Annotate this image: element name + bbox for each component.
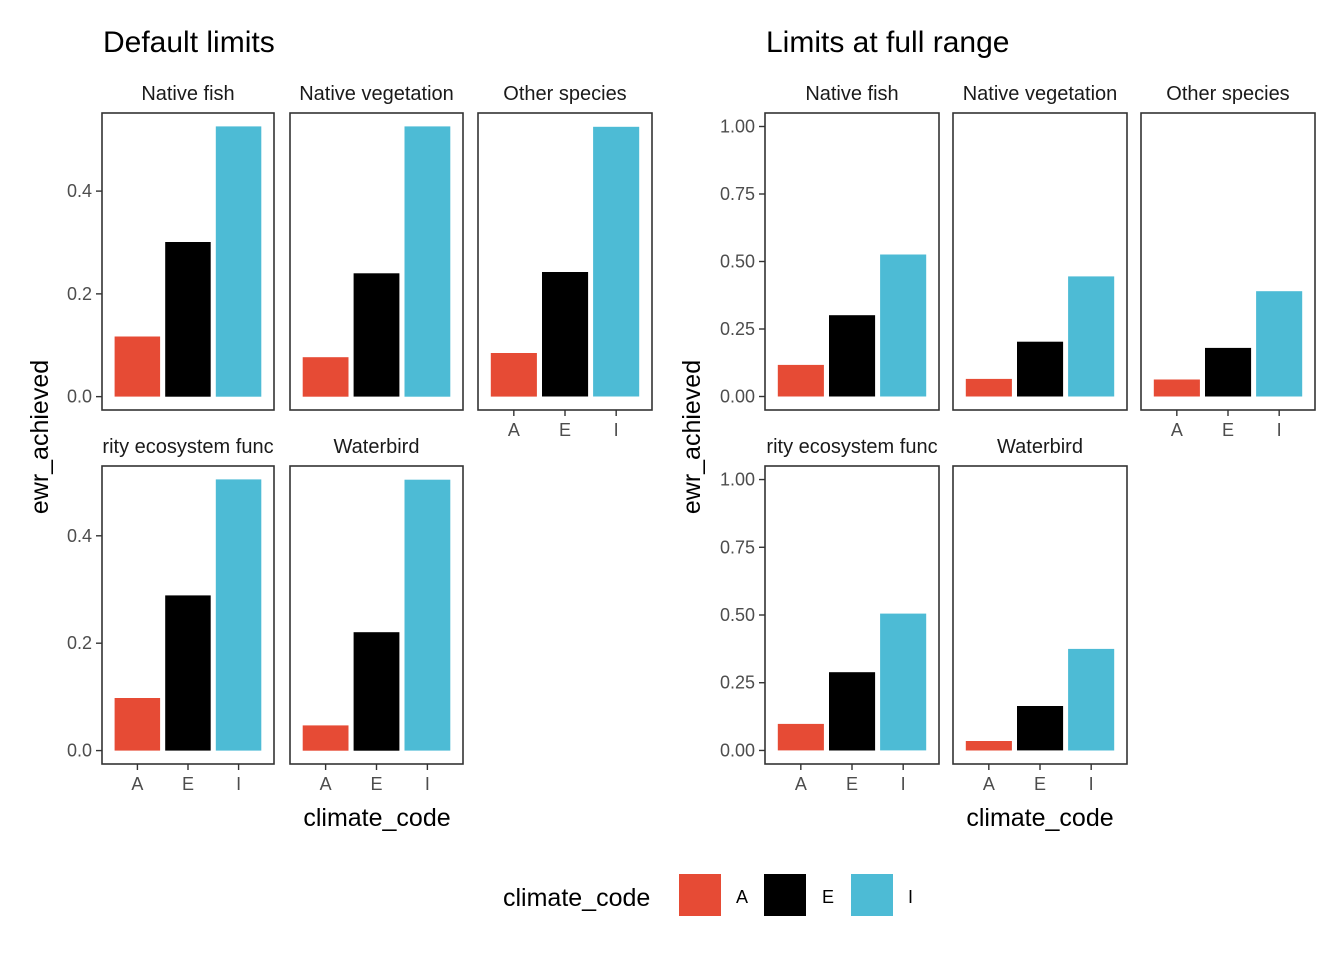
facet-panel-border bbox=[764, 112, 940, 411]
bar-i bbox=[404, 126, 451, 397]
facet-panel-border bbox=[1140, 112, 1316, 411]
y-tick-label: 0.2 bbox=[67, 284, 92, 304]
bar-e bbox=[829, 672, 876, 751]
bar-i bbox=[215, 126, 262, 397]
bar-i bbox=[593, 126, 640, 397]
facet-strip-label: Native fish bbox=[805, 83, 898, 105]
bar-i bbox=[1068, 276, 1115, 397]
legend-key-a bbox=[679, 874, 721, 916]
x-tick-label: A bbox=[131, 774, 143, 794]
chart-title: Default limits bbox=[103, 26, 275, 59]
x-tick-label: A bbox=[795, 774, 807, 794]
y-tick-label: 0.50 bbox=[720, 605, 755, 625]
x-tick-label: E bbox=[370, 774, 382, 794]
x-tick-label: A bbox=[983, 774, 995, 794]
bar-a bbox=[1153, 379, 1200, 397]
bar-i bbox=[215, 479, 262, 751]
x-tick-label: E bbox=[846, 774, 858, 794]
facet-panel-border bbox=[289, 112, 464, 411]
bar-a bbox=[965, 378, 1012, 397]
x-tick-label: A bbox=[320, 774, 332, 794]
facet-strip-label: rity ecosystem func bbox=[766, 436, 937, 458]
bar-e bbox=[1017, 341, 1064, 397]
facet-strip-label: Native vegetation bbox=[299, 83, 454, 105]
legend-label: A bbox=[736, 887, 748, 907]
facet-strip-label: Other species bbox=[1166, 83, 1289, 105]
facet-panel-border bbox=[477, 112, 653, 411]
legend-label: I bbox=[908, 887, 913, 907]
y-tick-label: 0.00 bbox=[720, 387, 755, 407]
bar-a bbox=[777, 723, 824, 751]
bar-e bbox=[542, 272, 589, 397]
x-tick-label: E bbox=[1222, 420, 1234, 440]
facet-panel-border bbox=[952, 112, 1128, 411]
x-tick-label: I bbox=[901, 774, 906, 794]
y-tick-label: 0.50 bbox=[720, 252, 755, 272]
x-tick-label: I bbox=[1089, 774, 1094, 794]
x-tick-label: A bbox=[1171, 420, 1183, 440]
y-tick-label: 0.25 bbox=[720, 673, 755, 693]
x-tick-label: I bbox=[614, 420, 619, 440]
facet-panel-border bbox=[101, 465, 275, 765]
bar-e bbox=[1017, 706, 1064, 751]
facet-strip-label: rity ecosystem func bbox=[102, 436, 273, 458]
bar-e bbox=[165, 242, 211, 397]
bar-i bbox=[1068, 648, 1115, 751]
bar-i bbox=[404, 479, 451, 751]
bar-a bbox=[965, 741, 1012, 751]
y-tick-label: 0.4 bbox=[67, 181, 92, 201]
y-tick-label: 0.00 bbox=[720, 740, 755, 760]
bar-e bbox=[829, 315, 876, 397]
y-axis-title: ewr_achieved bbox=[26, 360, 54, 514]
x-tick-label: A bbox=[508, 420, 520, 440]
bar-a bbox=[114, 336, 161, 397]
bar-e bbox=[1205, 347, 1252, 397]
y-tick-label: 0.0 bbox=[67, 741, 92, 761]
facet-strip-label: Waterbird bbox=[997, 436, 1083, 458]
bar-i bbox=[1256, 291, 1303, 397]
y-tick-label: 0.4 bbox=[67, 526, 92, 546]
x-axis-title: climate_code bbox=[303, 804, 450, 832]
bar-a bbox=[302, 725, 349, 751]
y-tick-label: 0.75 bbox=[720, 537, 755, 557]
legend-title: climate_code bbox=[503, 884, 650, 912]
bar-e bbox=[165, 595, 211, 751]
y-tick-label: 1.00 bbox=[720, 470, 755, 490]
facet-panel-border bbox=[289, 465, 464, 765]
x-tick-label: E bbox=[1034, 774, 1046, 794]
facet-strip-label: Waterbird bbox=[334, 436, 420, 458]
bar-i bbox=[880, 254, 927, 397]
facet-strip-label: Native vegetation bbox=[963, 83, 1118, 105]
y-axis-title: ewr_achieved bbox=[678, 360, 706, 514]
bar-i bbox=[880, 613, 927, 751]
legend-label: E bbox=[822, 887, 834, 907]
facet-strip-label: Other species bbox=[503, 83, 626, 105]
bar-e bbox=[353, 273, 400, 397]
y-tick-label: 0.75 bbox=[720, 184, 755, 204]
x-tick-label: I bbox=[1277, 420, 1282, 440]
x-tick-label: E bbox=[559, 420, 571, 440]
legend-key-e bbox=[764, 874, 806, 916]
bar-a bbox=[777, 364, 824, 397]
facet-panel-border bbox=[764, 465, 940, 765]
bar-a bbox=[114, 698, 161, 751]
bar-a bbox=[490, 353, 537, 397]
chart-title: Limits at full range bbox=[766, 26, 1009, 59]
facet-panel-border bbox=[101, 112, 275, 411]
bar-a bbox=[302, 357, 349, 397]
legend-key-i bbox=[851, 874, 893, 916]
x-tick-label: I bbox=[236, 774, 241, 794]
y-tick-label: 1.00 bbox=[720, 117, 755, 137]
bar-e bbox=[353, 632, 400, 751]
x-tick-label: I bbox=[425, 774, 430, 794]
facet-panel-border bbox=[952, 465, 1128, 765]
x-axis-title: climate_code bbox=[966, 804, 1113, 832]
x-tick-label: E bbox=[182, 774, 194, 794]
y-tick-label: 0.2 bbox=[67, 633, 92, 653]
facet-strip-label: Native fish bbox=[141, 83, 234, 105]
y-tick-label: 0.25 bbox=[720, 319, 755, 339]
y-tick-label: 0.0 bbox=[67, 387, 92, 407]
